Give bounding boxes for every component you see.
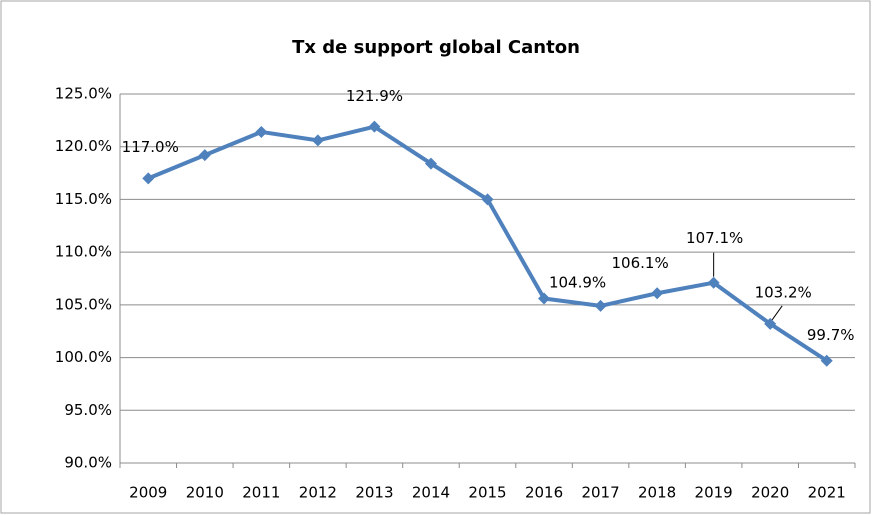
x-tick-label: 2019	[695, 484, 733, 502]
x-tick-label: 2014	[412, 484, 450, 502]
data-label: 106.1%	[612, 254, 669, 272]
y-tick-label: 105.0%	[55, 295, 112, 313]
marker	[707, 276, 720, 289]
leader-line	[771, 305, 783, 321]
x-tick-label: 2012	[299, 484, 337, 502]
x-tick-label: 2020	[751, 484, 789, 502]
data-label: 107.1%	[686, 229, 743, 247]
x-tick-label: 2011	[242, 484, 280, 502]
data-label: 99.7%	[807, 326, 855, 344]
x-tick-label: 2015	[468, 484, 506, 502]
data-label: 103.2%	[755, 283, 812, 301]
marker	[424, 157, 437, 170]
chart-title: Tx de support global Canton	[292, 37, 580, 58]
marker	[481, 193, 494, 206]
x-tick-label: 2016	[525, 484, 563, 502]
x-tick-label: 2018	[638, 484, 676, 502]
marker	[820, 354, 833, 367]
marker	[198, 149, 211, 162]
x-tick-label: 2021	[808, 484, 846, 502]
x-tick-label: 2017	[581, 484, 619, 502]
data-label: 104.9%	[549, 273, 606, 291]
y-tick-label: 95.0%	[64, 401, 112, 419]
y-tick-label: 125.0%	[55, 85, 112, 103]
y-tick-label: 100.0%	[55, 348, 112, 366]
marker	[594, 299, 607, 312]
data-label: 117.0%	[122, 138, 179, 156]
y-tick-label: 115.0%	[55, 190, 112, 208]
y-tick-label: 90.0%	[64, 454, 112, 472]
data-label: 121.9%	[346, 87, 403, 105]
y-tick-label: 120.0%	[55, 137, 112, 155]
y-tick-label: 110.0%	[55, 243, 112, 261]
marker	[651, 287, 664, 300]
x-tick-label: 2009	[129, 484, 167, 502]
marker	[368, 120, 381, 133]
x-tick-label: 2013	[355, 484, 393, 502]
marker	[311, 134, 324, 147]
x-tick-label: 2010	[186, 484, 224, 502]
marker	[142, 172, 155, 185]
marker	[255, 125, 268, 138]
marker	[538, 292, 551, 305]
marker	[764, 317, 777, 330]
